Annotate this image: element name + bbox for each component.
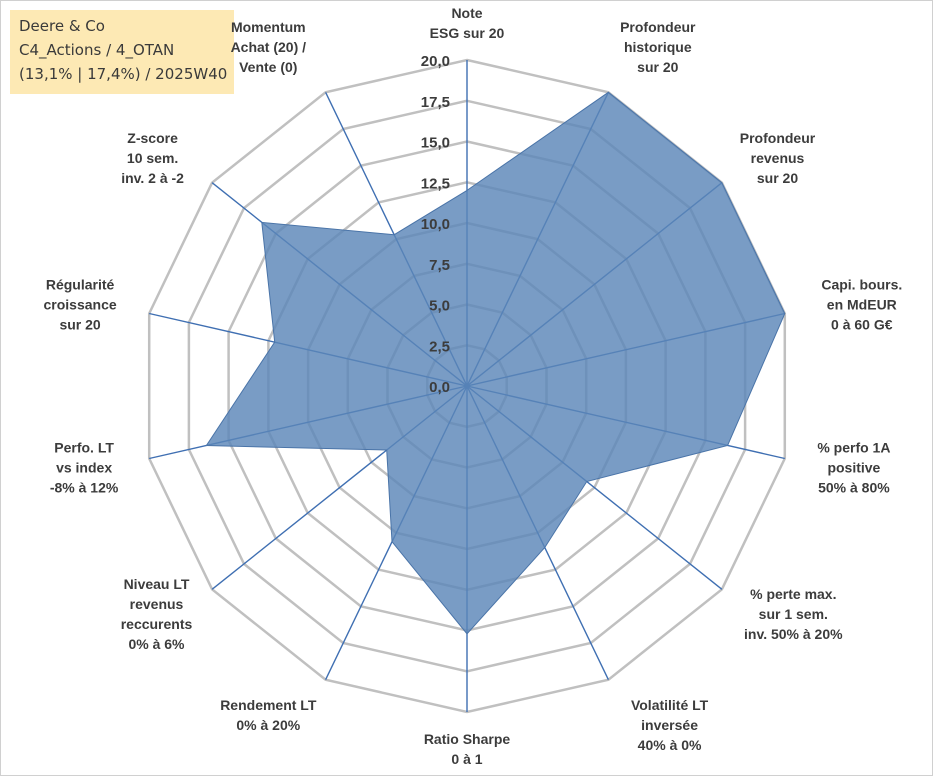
info-box: Deere & Co C4_Actions / 4_OTAN (13,1% | … [10,10,234,94]
tick-label-4: 10,0 [421,216,450,233]
category-label-4: % perfo 1A positive 50% à 80% [817,439,890,495]
category-label-8-line-0: Rendement LT [220,697,317,713]
category-label-9-line-1: revenus [130,596,184,612]
category-label-7: Ratio Sharpe 0 à 1 [424,731,511,767]
tick-label-0: 0,0 [429,379,450,396]
category-label-3-line-1: en MdEUR [827,297,897,313]
category-label-1-line-2: sur 20 [637,59,678,75]
category-label-10-line-0: Perfo. LT [54,439,114,455]
category-label-12-line-0: Z-score [127,130,178,146]
series-layer [205,91,786,635]
category-label-8: Rendement LT 0% à 20% [220,697,317,733]
category-label-10-line-2: -8% à 12% [50,479,119,495]
category-label-4-line-2: 50% à 80% [818,479,890,495]
category-label-13: Momentum Achat (20) / Vente (0) [231,19,307,75]
category-label-11-line-2: sur 20 [59,317,100,333]
category-label-5-line-2: inv. 50% à 20% [744,626,843,642]
category-label-5: % perte max. sur 1 sem. inv. 50% à 20% [744,586,843,642]
category-label-5-line-1: sur 1 sem. [759,606,828,622]
category-label-6-line-1: inversée [641,717,698,733]
category-label-1-line-0: Profondeur [620,19,696,35]
category-label-7-line-0: Ratio Sharpe [424,731,511,747]
tick-label-6: 15,0 [421,135,450,152]
category-label-12-line-1: 10 sem. [127,150,178,166]
tick-label-5: 12,5 [421,175,450,192]
category-label-2-line-2: sur 20 [757,170,798,186]
tick-label-8: 20,0 [421,53,450,70]
category-label-2: Profondeur revenus sur 20 [740,130,816,186]
category-label-4-line-0: % perfo 1A [817,439,890,455]
tick-layer: 0,0 2,5 5,0 7,5 10,0 12,5 15,0 17,5 20,0 [421,53,450,396]
category-label-10: Perfo. LT vs index -8% à 12% [50,439,119,495]
info-stats-week: (13,1% | 17,4%) / 2025W40 [19,65,228,83]
category-label-0-line-0: Note [451,5,482,21]
category-label-9-line-0: Niveau LT [124,576,190,592]
tick-label-2: 5,0 [429,298,450,315]
category-label-0-line-1: ESG sur 20 [430,25,505,41]
label-layer: Note ESG sur 20 Profondeur historique sur 20… [44,5,903,767]
category-label-6-line-0: Volatilité LT [631,697,709,713]
category-label-0: Note ESG sur 20 [430,5,505,41]
category-label-5-line-0: % perte max. [750,586,836,602]
category-label-13-line-1: Achat (20) / [231,39,307,55]
info-portfolio: C4_Actions / 4_OTAN [19,41,175,59]
category-label-9-line-3: 0% à 6% [128,636,185,652]
info-company-name: Deere & Co [19,17,105,35]
category-label-3: Capi. bours. en MdEUR 0 à 60 G€ [821,277,902,333]
category-label-9: Niveau LT revenus reccurents 0% à 6% [121,576,193,652]
category-label-10-line-1: vs index [56,459,112,475]
tick-label-3: 7,5 [429,257,450,274]
category-label-6: Volatilité LT inversée 40% à 0% [631,697,709,753]
tick-label-7: 17,5 [421,94,450,111]
category-label-3-line-2: 0 à 60 G€ [831,317,893,333]
category-label-2-line-1: revenus [751,150,805,166]
series-area-0 [205,91,786,635]
category-label-8-line-1: 0% à 20% [236,717,300,733]
category-label-6-line-2: 40% à 0% [638,737,702,753]
category-label-3-line-0: Capi. bours. [821,277,902,293]
tick-label-1: 2,5 [429,338,450,355]
category-label-13-line-0: Momentum [231,19,306,35]
category-label-11: Régularité croissance sur 20 [44,277,117,333]
category-label-4-line-1: positive [827,459,880,475]
category-label-12-line-2: inv. 2 à -2 [121,170,184,186]
category-label-1: Profondeur historique sur 20 [620,19,696,75]
category-label-13-line-2: Vente (0) [239,59,297,75]
category-label-12: Z-score 10 sem. inv. 2 à -2 [121,130,184,186]
category-label-11-line-1: croissance [44,297,117,313]
category-label-9-line-2: reccurents [121,616,193,632]
category-label-11-line-0: Régularité [46,277,115,293]
category-label-7-line-1: 0 à 1 [451,751,482,767]
category-label-1-line-1: historique [624,39,692,55]
category-label-2-line-0: Profondeur [740,130,816,146]
